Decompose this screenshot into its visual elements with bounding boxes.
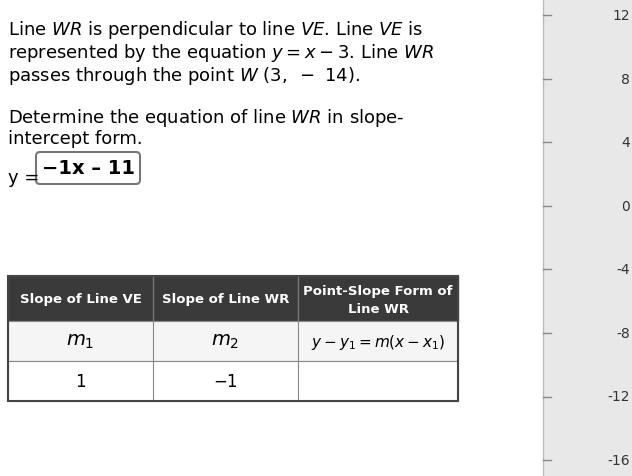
Text: 4: 4 <box>621 136 630 150</box>
Text: Slope of Line WR: Slope of Line WR <box>162 292 289 306</box>
FancyBboxPatch shape <box>543 0 632 476</box>
FancyBboxPatch shape <box>8 321 458 361</box>
Text: Point-Slope Form of: Point-Slope Form of <box>303 284 453 298</box>
Text: $m_1$: $m_1$ <box>66 332 95 351</box>
Text: 1: 1 <box>75 372 86 390</box>
Text: -12: -12 <box>607 390 630 404</box>
Text: $m_2$: $m_2$ <box>211 332 240 351</box>
Text: −1x – 11: −1x – 11 <box>42 159 135 178</box>
Text: $y-y_1 = m(x-x_1)$: $y-y_1 = m(x-x_1)$ <box>311 332 446 351</box>
Text: passes through the point $\mathit{W}$ $\mathit{(3,\ -\ 14)}$.: passes through the point $\mathit{W}$ $\… <box>8 65 360 87</box>
Text: Determine the equation of line $\mathit{WR}$ in slope-: Determine the equation of line $\mathit{… <box>8 107 404 129</box>
Text: intercept form.: intercept form. <box>8 130 143 148</box>
FancyBboxPatch shape <box>0 0 543 476</box>
Text: represented by the equation $\mathit{y}$$\mathit{= x - 3}$. Line $\mathit{WR}$: represented by the equation $\mathit{y}$… <box>8 42 434 64</box>
FancyBboxPatch shape <box>36 153 140 185</box>
Text: −1: −1 <box>213 372 238 390</box>
Text: Slope of Line VE: Slope of Line VE <box>20 292 142 306</box>
Text: Line $\mathit{WR}$ is perpendicular to line $\mathit{VE}$. Line $\mathit{VE}$ is: Line $\mathit{WR}$ is perpendicular to l… <box>8 19 423 41</box>
Text: -16: -16 <box>607 453 630 467</box>
Text: 0: 0 <box>621 199 630 213</box>
Text: -4: -4 <box>616 263 630 277</box>
Text: 12: 12 <box>612 9 630 23</box>
Text: Line WR: Line WR <box>348 302 408 315</box>
Text: 8: 8 <box>621 72 630 86</box>
FancyBboxPatch shape <box>8 361 458 401</box>
FancyBboxPatch shape <box>8 277 458 321</box>
Text: -8: -8 <box>616 326 630 340</box>
Text: y =: y = <box>8 169 45 187</box>
